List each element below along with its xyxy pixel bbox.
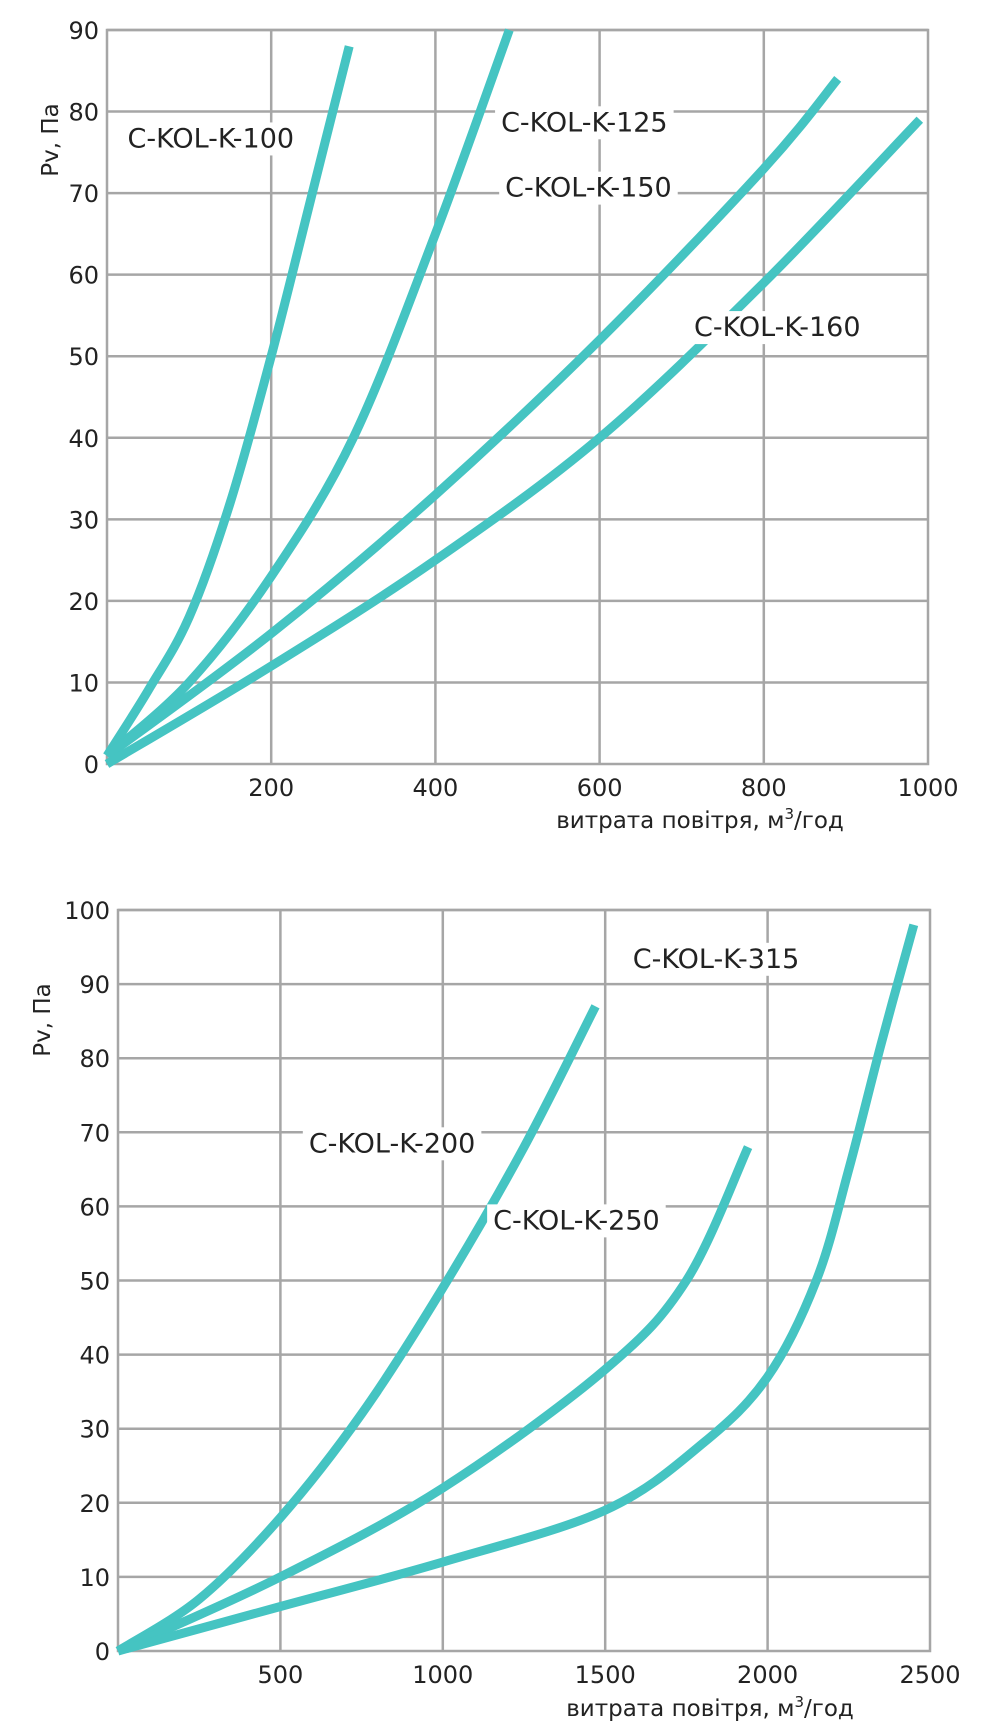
series-label: C-KOL-K-200 (309, 1128, 476, 1159)
y-tick-label: 0 (84, 751, 99, 779)
y-tick-label: 100 (64, 897, 110, 925)
series-line-c-kol-k-100 (103, 45, 354, 759)
y-tick-label: 60 (79, 1193, 110, 1221)
plot-frame (105, 28, 930, 766)
x-tick-label: 2500 (899, 1661, 960, 1689)
y-tick-label: 80 (79, 1045, 110, 1073)
y-tick-label: 30 (79, 1416, 110, 1444)
y-tick-label: 90 (68, 17, 99, 45)
series-label-background (495, 106, 674, 140)
y-tick-label: 70 (79, 1119, 110, 1147)
plot-frame (116, 908, 932, 1653)
x-axis-label: витрата повітря, м3/год (556, 805, 844, 834)
y-tick-label: 0 (95, 1638, 110, 1666)
y-tick-label: 40 (68, 425, 99, 453)
x-axis-label: витрата повітря, м3/год (566, 1693, 854, 1722)
y-axis-label: Pv, Па (38, 103, 64, 177)
series-label-background (121, 122, 301, 156)
y-tick-label: 80 (68, 99, 99, 127)
y-tick-label: 90 (79, 971, 110, 999)
chart-top: 0 10 20 30 40 50 60 70 80 90 200 400 600 800 1000 C-KOL… (38, 17, 959, 834)
y-tick-label: 10 (68, 669, 99, 697)
series-label-background (487, 1204, 666, 1238)
x-tick-label: 500 (257, 1661, 303, 1689)
series-line-c-kol-k-160 (104, 116, 924, 768)
x-tick-label: 800 (741, 774, 787, 802)
y-tick-label: 20 (79, 1490, 110, 1518)
series-label-background (626, 942, 806, 976)
y-tick-label: 70 (68, 180, 99, 208)
series-label: C-KOL-K-250 (493, 1205, 660, 1236)
y-tick-label: 40 (79, 1342, 110, 1370)
series-line-c-kol-k-125 (104, 28, 514, 760)
x-tick-label: 1000 (897, 774, 958, 802)
y-tick-label: 30 (68, 506, 99, 534)
y-tick-label: 60 (68, 262, 99, 290)
x-tick-label: 1500 (575, 1661, 636, 1689)
x-tick-label: 600 (577, 774, 623, 802)
series-line-c-kol-k-150 (104, 76, 842, 760)
chart-bottom: 0 10 20 30 40 50 60 70 80 90 100 500 1000 1500 2000 250… (30, 897, 961, 1722)
x-tick-label: 400 (412, 774, 458, 802)
series-label: C-KOL-K-125 (501, 107, 668, 138)
y-tick-label: 50 (68, 343, 99, 371)
series-label-background (688, 311, 867, 345)
y-axis-label: Pv, Па (30, 983, 56, 1057)
series-label: C-KOL-K-100 (128, 123, 295, 154)
series-line-c-kol-k-315 (116, 923, 919, 1656)
y-tick-label: 20 (68, 588, 99, 616)
x-tick-label: 200 (248, 774, 294, 802)
series-line-c-kol-k-200 (115, 1004, 600, 1655)
x-tick-label: 1000 (412, 1661, 473, 1689)
x-tick-label: 2000 (737, 1661, 798, 1689)
series-line-c-kol-k-250 (116, 1145, 753, 1656)
series-label-background (499, 171, 678, 205)
series-label: C-KOL-K-315 (633, 944, 800, 975)
series-label-background (302, 1127, 482, 1161)
series-label: C-KOL-K-150 (505, 173, 672, 204)
y-tick-label: 50 (79, 1268, 110, 1296)
series-label: C-KOL-K-160 (694, 312, 861, 343)
y-tick-label: 10 (79, 1564, 110, 1592)
